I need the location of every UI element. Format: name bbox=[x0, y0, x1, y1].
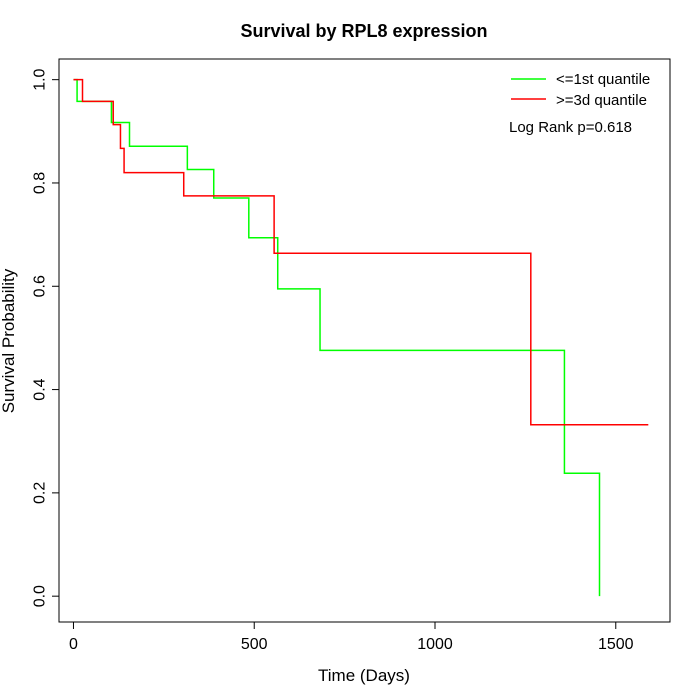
legend-label-low-quantile: <=1st quantile bbox=[556, 71, 650, 88]
x-tick-label: 1500 bbox=[598, 636, 634, 653]
y-tick-label: 0.6 bbox=[32, 275, 49, 297]
chart-title: Survival by RPL8 expression bbox=[240, 21, 487, 41]
x-axis-label: Time (Days) bbox=[318, 666, 410, 685]
series-line-high-quantile bbox=[73, 78, 649, 426]
y-tick-label: 0.2 bbox=[32, 482, 49, 504]
series-layer bbox=[73, 78, 649, 597]
legend: <=1st quantile >=3d quantile bbox=[511, 71, 650, 109]
y-axis: 0.0 0.2 0.4 0.6 0.8 1.0 bbox=[32, 68, 60, 607]
y-tick-label: 1.0 bbox=[32, 68, 49, 90]
series-line-low-quantile bbox=[73, 78, 601, 597]
y-axis-label: Survival Probability bbox=[0, 268, 18, 413]
x-tick-label: 0 bbox=[69, 636, 78, 653]
x-tick-label: 500 bbox=[241, 636, 268, 653]
x-axis: 0 500 1000 1500 bbox=[69, 621, 634, 653]
legend-label-high-quantile: >=3d quantile bbox=[556, 92, 647, 109]
x-tick-label: 1000 bbox=[417, 636, 453, 653]
log-rank-annotation: Log Rank p=0.618 bbox=[509, 119, 632, 136]
y-tick-label: 0.4 bbox=[32, 378, 49, 400]
y-tick-label: 0.0 bbox=[32, 585, 49, 607]
y-tick-label: 0.8 bbox=[32, 172, 49, 194]
plot-area-frame bbox=[58, 58, 671, 623]
